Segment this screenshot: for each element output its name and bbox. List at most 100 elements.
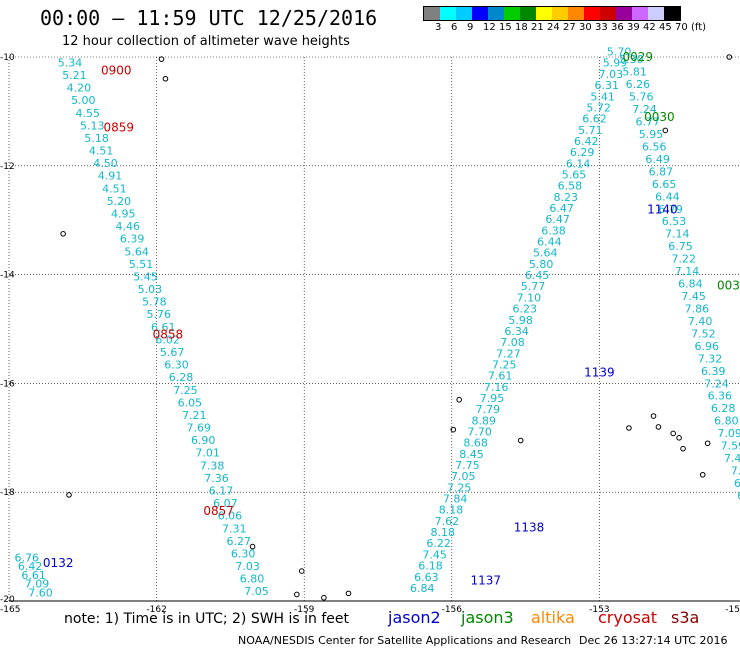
legend-label: 39 [627,22,640,33]
wave-height-value: 7.16 [484,381,509,394]
wave-height-value: 5.67 [160,346,185,359]
wave-height-value: 4.46 [115,220,140,233]
island-marker [345,590,352,597]
legend-label: 24 [547,22,560,33]
wave-height-value: 7.10 [517,291,542,304]
island-marker [662,127,669,134]
island-marker [699,471,706,478]
legend-label: 6 [451,22,458,33]
wave-height-value: 7.25 [492,358,517,371]
wave-height-value: 6.31 [595,79,620,92]
wave-height-value: 5.76 [147,308,172,321]
wave-height-value: 6.47 [549,202,574,215]
wave-height-value: 7.79 [476,403,501,416]
wave-height-value: 5.71 [578,124,603,137]
wave-height-value: 5.30 [619,53,644,66]
lon-tick-label: -162 [146,605,166,615]
wave-height-value: 6.45 [525,269,550,282]
lat-tick-label: -10 [0,53,15,63]
wave-height-value: 6.49 [645,153,670,166]
satellite-label-cryosat: cryosat [598,608,658,627]
wave-height-value: 5.45 [133,270,158,283]
wave-height-value: 7.14 [665,228,690,241]
wave-height-value: 5.72 [586,101,611,114]
legend-swatch [456,7,472,20]
pass-time-label: 0857 [203,504,234,518]
wave-height-value: 7.32 [698,352,723,365]
wave-height-value: 6.84 [410,582,435,595]
legend-label: 15 [499,22,512,33]
island-marker [676,435,682,441]
lat-tick-label: -20 [0,595,15,605]
wave-height-value: 6.34 [504,325,529,338]
wave-height-value: 6.22 [426,537,451,550]
legend-label: (ft) [691,22,707,33]
legend-label: 30 [579,22,592,33]
wave-height-value: 6.18 [418,560,443,573]
wave-height-value: 5.99 [603,57,628,70]
wave-height-value: 6.30 [231,547,256,560]
wave-height-value: 7.05 [451,470,476,483]
wave-height-value: 6.56 [642,140,667,153]
wave-height-value: 6.36 [708,390,733,403]
island-marker [66,492,72,498]
wave-height-value: 6.28 [711,402,736,415]
wave-height-value: 5.34 [58,56,83,69]
wave-height-value: 7.62 [435,515,460,528]
wave-height-value: 6.76 [14,551,39,564]
lat-tick-label: -14 [0,271,15,281]
wave-height-value: 5.98 [508,314,533,327]
wave-height-value: 6.28 [169,371,194,384]
wave-height-value: 6.26 [626,78,651,91]
wave-height-value: 7.95 [480,392,505,405]
wave-height-value: 5.65 [562,168,587,181]
wave-height-value: 6.06 [218,510,243,523]
legend-swatch [520,7,536,20]
wave-height-value: 6.30 [164,359,189,372]
legend-swatch [568,7,584,20]
wave-height-value: 7.24 [632,103,657,116]
pass-time-label: 1139 [584,366,615,380]
wave-height-value: 7.31 [222,522,247,535]
lat-tick-label: -12 [0,162,15,172]
wave-height-value: 8.18 [431,526,456,539]
wave-height-value: 6.87 [649,165,674,178]
island-marker [60,231,66,237]
wave-height-value: 7.09 [25,578,50,591]
wave-height-value: 7.45 [681,290,706,303]
legend-label: 33 [595,22,608,33]
map-subtitle: 12 hour collection of altimeter wave hei… [62,34,350,49]
wave-height-value: 5.64 [124,245,149,258]
wave-height-value: 6.4 [737,489,740,502]
wave-height-value: 6.29 [570,146,595,159]
satellite-label-jason3: jason3 [461,608,514,627]
pass-time-label: 1138 [514,521,545,535]
legend-swatch [440,7,456,20]
legend-swatch [664,7,680,20]
wave-height-value: 4.55 [76,107,101,120]
wave-height-value: 6.05 [178,396,203,409]
island-marker [650,413,657,419]
island-marker [298,568,305,574]
wave-height-value: 5.64 [533,247,558,260]
wave-height-value: 7.14 [675,265,700,278]
legend-swatch [584,7,600,20]
wave-height-value: 7.03 [599,68,624,81]
island-marker [726,54,733,60]
wave-height-value: 6.62 [582,113,607,126]
wave-height-value: 6.8 [734,477,740,490]
legend-labels: 3 6 9 12 15 18 21 24 27 30 33 36 39 42 45 70 (ft) [423,21,706,35]
wave-height-value: 6.44 [537,236,562,249]
legend-label: 27 [563,22,576,33]
wave-height-value: 7.38 [200,459,225,472]
wave-height-value: 7.59 [721,440,740,453]
wave-height-value: 5.03 [138,283,163,296]
wave-height-value: 6.39 [701,365,726,378]
wave-height-value: 6.61 [151,321,176,334]
island-marker [670,430,677,437]
wave-height-value: 7.60 [28,586,53,599]
wave-height-value: 8.68 [463,437,488,450]
wave-height-value: 6.90 [191,434,216,447]
wave-height-value: 6.61 [21,569,46,582]
pass-time-label: 0031 [717,278,740,292]
